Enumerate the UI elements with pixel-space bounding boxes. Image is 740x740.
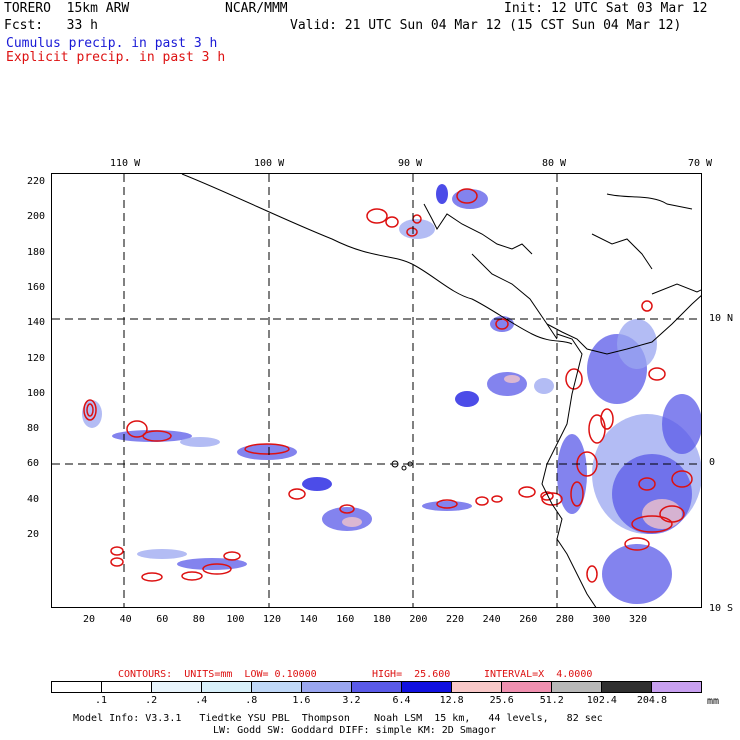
x-tick-label: 60 bbox=[156, 614, 169, 625]
y-tick-label: 120 bbox=[27, 352, 46, 364]
x-tick-label: 200 bbox=[409, 614, 428, 625]
legend-swatch bbox=[652, 682, 701, 692]
valid-time: Valid: 21 UTC Sun 04 Mar 12 (15 CST Sun … bbox=[290, 18, 682, 33]
y-tick-label: 20 bbox=[27, 529, 40, 540]
y-tick-label: 60 bbox=[27, 458, 40, 470]
x-tick-label: 20 bbox=[83, 614, 96, 625]
legend-label: 1.6 bbox=[292, 695, 311, 706]
legend-label: .4 bbox=[195, 695, 208, 706]
coastlines bbox=[181, 174, 701, 607]
forecast-hour: Fcst: 33 h bbox=[4, 18, 98, 33]
x-tick-label: 220 bbox=[446, 614, 465, 625]
legend-label: .2 bbox=[145, 695, 158, 706]
legend-swatch bbox=[302, 682, 352, 692]
y-tick-label: 80 bbox=[27, 423, 40, 435]
legend-label: 3.2 bbox=[342, 695, 361, 706]
x-tick-label: 120 bbox=[263, 614, 282, 625]
legend-swatch bbox=[452, 682, 502, 692]
legend-swatch bbox=[252, 682, 302, 692]
lat-label: 0 bbox=[709, 457, 716, 468]
lon-label: 110 W bbox=[110, 158, 141, 169]
legend-swatch bbox=[352, 682, 402, 692]
y-tick-label: 100 bbox=[27, 387, 46, 399]
init-time: Init: 12 UTC Sat 03 Mar 12 bbox=[504, 1, 708, 16]
x-tick-label: 300 bbox=[592, 614, 611, 625]
x-tick-label: 320 bbox=[629, 614, 648, 625]
lat-label: 10 N bbox=[709, 313, 734, 324]
explicit-precip-contours bbox=[83, 188, 693, 583]
legend-swatch bbox=[202, 682, 252, 692]
x-tick-label: 100 bbox=[226, 614, 245, 625]
legend-swatch bbox=[552, 682, 602, 692]
lon-label: 70 W bbox=[688, 158, 713, 169]
lat-lon-grid bbox=[52, 174, 701, 607]
contour-info: CONTOURS: UNITS=mm LOW= 0.10000 bbox=[118, 669, 317, 680]
legend-swatch bbox=[602, 682, 652, 692]
contour-interval: INTERVAL=X 4.0000 bbox=[484, 669, 593, 680]
cumulus-precip-areas bbox=[82, 184, 701, 604]
model-info: Model Info: V3.3.1 Tiedtke YSU PBL Thomp… bbox=[73, 713, 603, 724]
lon-label: 80 W bbox=[542, 158, 567, 169]
legend-swatch bbox=[52, 682, 102, 692]
x-tick-label: 140 bbox=[299, 614, 318, 625]
legend-label: 25.6 bbox=[489, 695, 514, 706]
legend-swatch bbox=[502, 682, 552, 692]
legend-label: .8 bbox=[245, 695, 258, 706]
legend-label: 12.8 bbox=[439, 695, 464, 706]
physics-info: LW: Godd SW: Goddard DIFF: simple KM: 2D… bbox=[213, 725, 496, 736]
legend-label: 6.4 bbox=[392, 695, 411, 706]
legend-swatch bbox=[402, 682, 452, 692]
legend-label: .1 bbox=[95, 695, 108, 706]
x-tick-label: 40 bbox=[119, 614, 132, 625]
contour-high: HIGH= 25.600 bbox=[372, 669, 451, 680]
legend-units: mm bbox=[707, 696, 720, 707]
legend-label: 204.8 bbox=[636, 695, 667, 706]
center-label: NCAR/MMM bbox=[225, 1, 288, 16]
map-svg bbox=[52, 174, 701, 607]
lon-label: 90 W bbox=[398, 158, 423, 169]
model-label: TORERO 15km ARW bbox=[4, 1, 130, 16]
precip-color-legend bbox=[51, 681, 702, 693]
x-tick-label: 280 bbox=[555, 614, 574, 625]
x-tick-label: 260 bbox=[519, 614, 538, 625]
legend-swatch bbox=[102, 682, 152, 692]
y-tick-label: 180 bbox=[27, 246, 46, 258]
lon-label: 100 W bbox=[254, 158, 285, 169]
galapagos-islands bbox=[391, 460, 413, 471]
explicit-legend: Explicit precip. in past 3 h bbox=[6, 50, 226, 65]
y-tick-label: 220 bbox=[27, 176, 46, 187]
y-tick-label: 140 bbox=[27, 317, 46, 329]
x-tick-label: 160 bbox=[336, 614, 355, 625]
y-tick-label: 40 bbox=[27, 493, 40, 505]
x-tick-label: 180 bbox=[372, 614, 391, 625]
legend-label: 102.4 bbox=[586, 695, 617, 706]
y-tick-label: 200 bbox=[27, 211, 46, 223]
lat-label: 10 S bbox=[709, 603, 734, 614]
cumulus-legend: Cumulus precip. in past 3 h bbox=[6, 36, 218, 51]
legend-swatch bbox=[152, 682, 202, 692]
x-tick-label: 240 bbox=[482, 614, 501, 625]
precipitation-map bbox=[51, 173, 702, 608]
y-tick-label: 160 bbox=[27, 281, 46, 293]
legend-labels: .1 .2 .4 .8 1.6 3.2 6.4 12.8 25.6 51.2 102.4 204.8 bbox=[51, 695, 702, 707]
legend-label: 51.2 bbox=[539, 695, 564, 706]
x-tick-label: 80 bbox=[192, 614, 205, 625]
